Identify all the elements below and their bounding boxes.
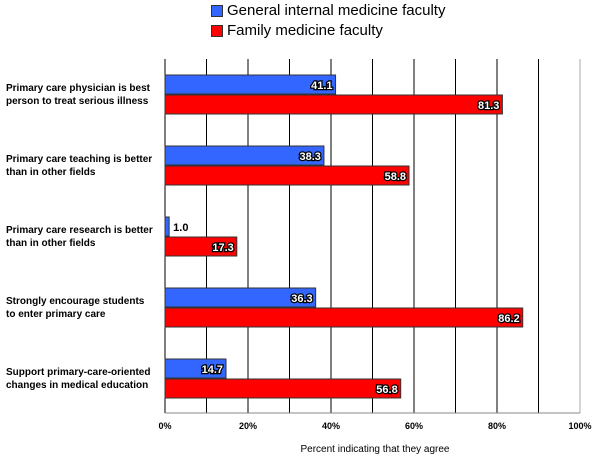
bar (164, 94, 503, 115)
data-label: 58.8 (385, 171, 406, 183)
category-label-line: than in other fields (6, 238, 96, 249)
legend-item-family: Family medicine faculty (211, 22, 383, 39)
category-label-line: than in other fields (6, 167, 96, 178)
category-label-line: changes in medical education (6, 380, 149, 391)
legend-swatch-red (211, 24, 223, 37)
category-label-line: to enter primary care (6, 309, 106, 320)
data-label: 86.2 (498, 313, 519, 325)
bar (164, 216, 170, 237)
category-label-line: Primary care physician is best (6, 83, 150, 94)
data-label: 36.3 (291, 293, 312, 305)
category-label: Strongly encourage students to enter prim… (6, 295, 158, 321)
legend-label: Family medicine faculty (227, 22, 383, 39)
data-label: 41.1 (311, 80, 332, 92)
data-label: 56.8 (376, 384, 397, 396)
category-label: Support primary-care-oriented changes in … (6, 366, 158, 392)
category-label-line: Support primary-care-oriented (6, 367, 151, 378)
bar (164, 145, 325, 166)
category-label: Primary care research is better than in o… (6, 224, 158, 250)
data-label: 38.3 (300, 151, 321, 163)
bar (164, 307, 524, 328)
category-label: Primary care teaching is better than in o… (6, 153, 158, 179)
data-label: 14.7 (202, 364, 223, 376)
category-label-line: Strongly encourage students (6, 296, 145, 307)
bar (164, 287, 317, 308)
legend-swatch-blue (211, 4, 223, 17)
legend-label: General internal medicine faculty (227, 2, 446, 19)
bar (164, 358, 227, 379)
category-label-line: Primary care research is better (6, 225, 153, 236)
x-tick-label: 20% (238, 421, 257, 431)
x-tick-label: 40% (321, 421, 340, 431)
data-label: 17.3 (212, 242, 233, 254)
category-label: Primary care physician is best person to … (6, 82, 158, 108)
x-tick-label: 60% (404, 421, 423, 431)
bar (164, 165, 410, 186)
bar (164, 378, 402, 399)
category-label-line: Primary care teaching is better (6, 154, 153, 165)
bar (164, 236, 238, 257)
category-label-line: person to treat serious illness (6, 96, 149, 107)
x-axis-title: Percent indicating that they agree (300, 444, 450, 455)
x-tick-label: 80% (487, 421, 506, 431)
legend-item-general-internal: General internal medicine faculty (211, 2, 445, 19)
data-label: 1.0 (173, 222, 188, 234)
data-label: 81.3 (478, 100, 499, 112)
bar (164, 74, 337, 95)
x-tick-label: 100% (568, 421, 592, 431)
x-tick-label: 0% (158, 421, 172, 431)
